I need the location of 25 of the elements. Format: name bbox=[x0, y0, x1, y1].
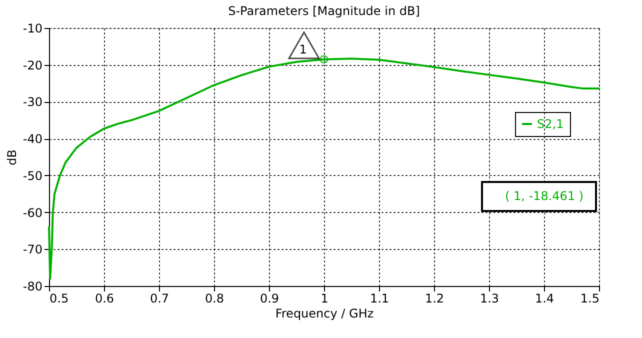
x-tick-label: 1.4 bbox=[534, 292, 554, 306]
x-tick-label: 0.7 bbox=[150, 292, 170, 306]
x-tick-label: 1.3 bbox=[480, 292, 500, 306]
legend-label: S2,1 bbox=[537, 117, 564, 131]
x-tick-label: 1.2 bbox=[424, 292, 444, 306]
y-tick-label: -80 bbox=[22, 280, 42, 294]
y-tick-label: -10 bbox=[22, 22, 42, 36]
x-tick-label: 0.6 bbox=[94, 292, 114, 306]
x-tick-label: 0.5 bbox=[50, 292, 69, 306]
y-tick-label: -30 bbox=[22, 95, 42, 110]
y-tick-label: -20 bbox=[22, 58, 42, 72]
y-tick-label: -50 bbox=[22, 168, 42, 183]
annotation: 1 bbox=[299, 42, 307, 56]
x-tick-label: 0.9 bbox=[260, 292, 280, 306]
y-tick-label: -40 bbox=[22, 132, 42, 146]
y-tick-label: -60 bbox=[22, 206, 42, 220]
y-tick-label: -70 bbox=[22, 242, 42, 257]
annotation: ( 1, -18.461 ) bbox=[505, 189, 584, 203]
chart-title: S-Parameters [Magnitude in dB] bbox=[228, 4, 420, 18]
y-axis-title: dB bbox=[4, 150, 19, 166]
x-tick-label: 0.8 bbox=[204, 292, 224, 306]
x-tick-label: 1.5 bbox=[580, 292, 600, 306]
x-tick-label: 1 bbox=[320, 292, 328, 306]
x-axis-title: Frequency / GHz bbox=[275, 306, 374, 320]
x-tick-label: 1.1 bbox=[370, 292, 390, 306]
